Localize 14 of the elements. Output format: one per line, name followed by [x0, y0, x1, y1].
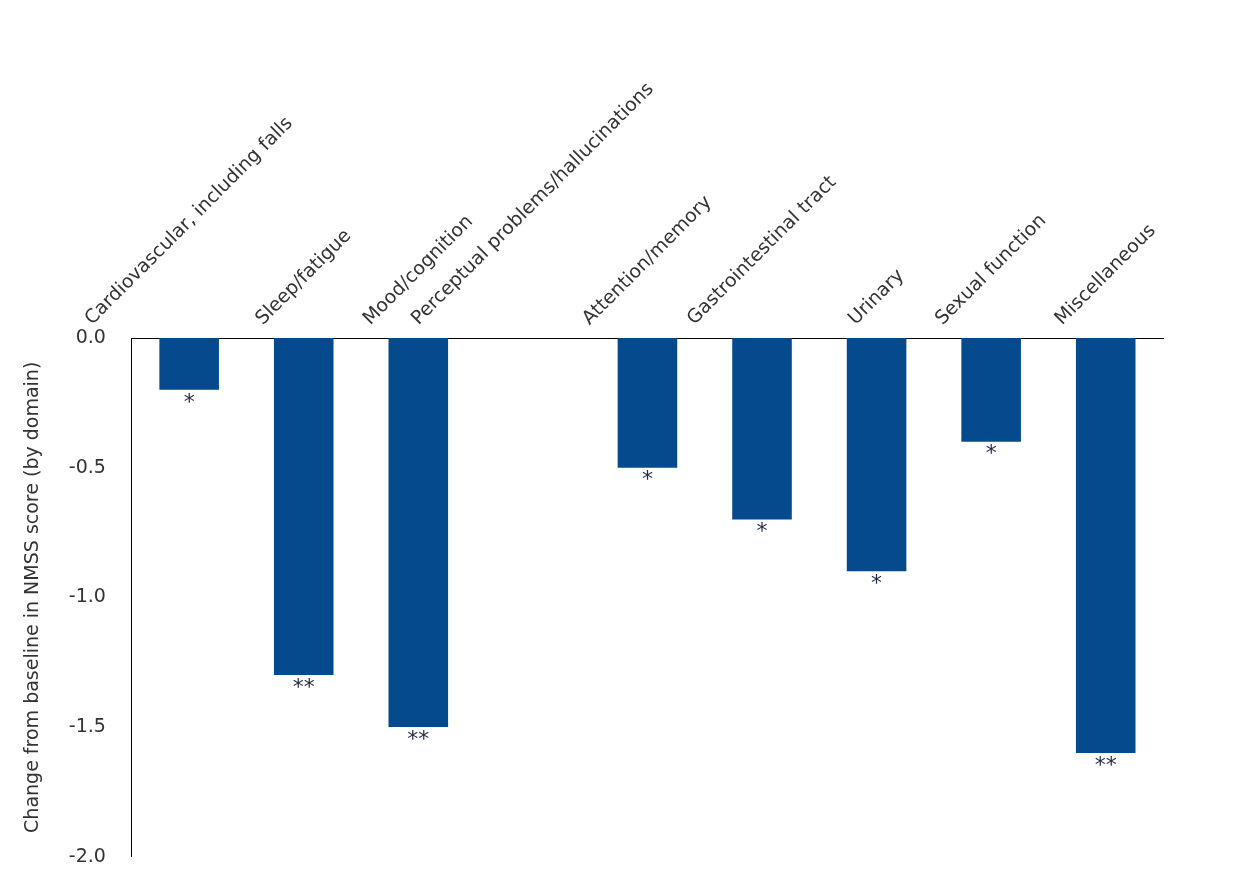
annotation: *	[756, 518, 768, 544]
annotation: **	[1094, 751, 1117, 777]
y-tick-label: -1.5	[68, 713, 106, 736]
annotation: *	[641, 466, 653, 492]
y-tick-label: -2.0	[68, 843, 106, 866]
annotation: *	[183, 388, 195, 414]
y-tick-label: -1.0	[68, 584, 106, 607]
y-axis-title: Change from baseline in NMSS score (by domain)	[20, 361, 43, 833]
annotation: **	[292, 673, 315, 699]
y-tick-label: 0.0	[75, 324, 106, 347]
annotation: *	[985, 440, 997, 466]
annotation: **	[407, 725, 430, 751]
y-tick-label: -0.5	[68, 454, 106, 477]
annotation: *	[871, 570, 883, 596]
